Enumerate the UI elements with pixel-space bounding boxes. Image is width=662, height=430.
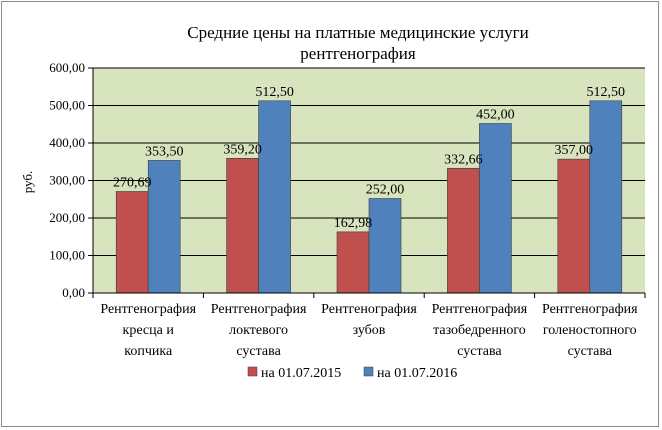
data-label: 162,98 [334, 216, 373, 231]
data-label: 357,00 [555, 143, 594, 158]
category-label: Рентгенография [100, 302, 196, 317]
category-label: сустава [457, 344, 502, 359]
category-label: Рентгенография [321, 302, 417, 317]
data-label: 353,50 [145, 144, 184, 159]
bar [115, 191, 149, 294]
bar [447, 167, 480, 294]
y-tick-labels: 0,00 100,00 200,00 300,00 400,00 500,00 600,00 [49, 60, 85, 300]
y-tick-label: 600,00 [49, 60, 85, 75]
data-label: 359,20 [223, 142, 262, 157]
category-label: тазобедренного [433, 323, 526, 338]
legend-label: на 01.07.2016 [377, 366, 457, 381]
data-label: 332,66 [444, 152, 483, 167]
category-label: локтевого [229, 323, 288, 338]
y-tick-label: 0,00 [62, 285, 85, 300]
legend-swatch [363, 366, 374, 377]
category-label: копчика [124, 344, 173, 359]
data-label: 512,50 [255, 85, 294, 100]
category-label: сустава [236, 344, 281, 359]
category-label: зубов [353, 323, 386, 338]
data-label: 512,50 [587, 85, 626, 100]
y-axis-label: руб. [20, 171, 35, 194]
data-labels: 270,69 353,50 359,20 512,50 162,98 252,00 332,… [113, 85, 625, 231]
category-label: Рентгенография [542, 302, 638, 317]
bar [336, 231, 370, 294]
category-label: сустава [568, 344, 613, 359]
chart-title-line-1: Средние цены на платные медицинские услу… [187, 23, 528, 42]
category-label: кресца и [123, 323, 175, 338]
y-tick-label: 200,00 [49, 210, 85, 225]
data-label: 452,00 [476, 108, 515, 123]
bar [557, 158, 591, 294]
bar [368, 198, 402, 294]
y-tick-label: 400,00 [49, 135, 85, 150]
y-tick-label: 300,00 [49, 173, 85, 188]
legend: на 01.07.2015 на 01.07.2016 [247, 366, 457, 381]
bar [258, 100, 291, 294]
category-label: голеностопного [543, 323, 637, 338]
axes [88, 67, 646, 298]
bar [147, 160, 181, 294]
data-label: 252,00 [366, 183, 405, 198]
chart-title-line-2: рентгенография [300, 44, 416, 63]
legend-swatch [247, 366, 258, 377]
y-tick-label: 100,00 [49, 248, 85, 263]
category-label: Рентгенография [211, 302, 307, 317]
category-labels: Рентгенография кресца и копчика Рентгеногра… [100, 302, 638, 359]
data-label: 270,69 [113, 175, 152, 190]
y-tick-label: 500,00 [49, 98, 85, 113]
bar [226, 158, 259, 294]
bar [479, 123, 512, 294]
bar [589, 100, 623, 294]
category-label: Рентгенография [432, 302, 528, 317]
legend-label: на 01.07.2015 [261, 366, 341, 381]
